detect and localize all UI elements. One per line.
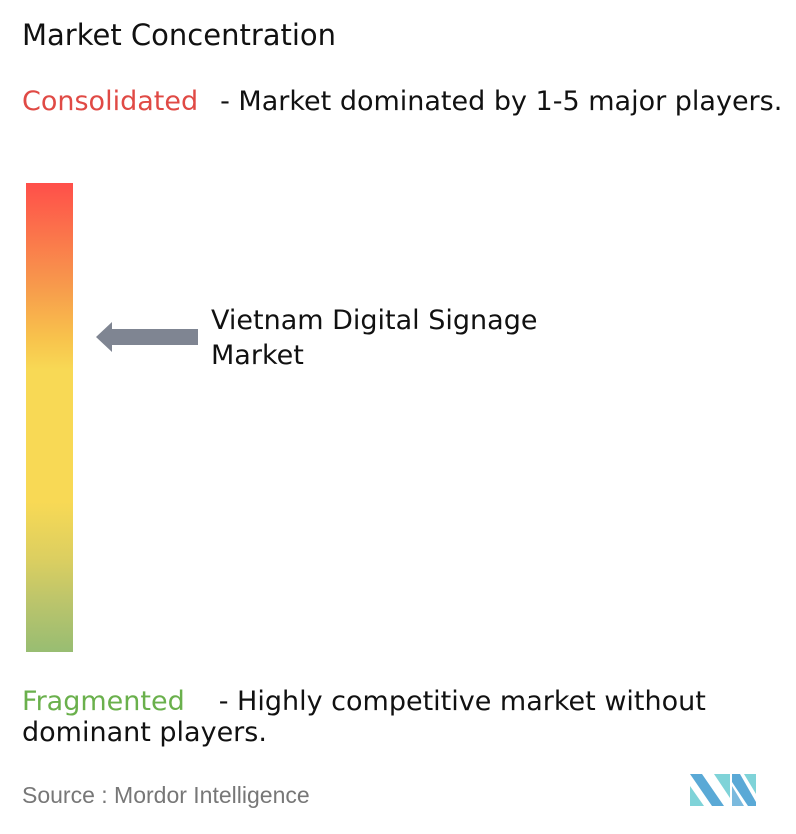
consolidated-text: - Market dominated by 1-5 major players.	[220, 86, 783, 117]
mordor-intelligence-logo	[690, 774, 756, 806]
page-title: Market Concentration	[22, 18, 337, 52]
consolidated-description: Consolidated - Market dominated by 1-5 ma…	[22, 86, 792, 117]
concentration-gradient-bar	[26, 183, 73, 652]
consolidated-label: Consolidated	[22, 86, 199, 117]
fragmented-label: Fragmented	[22, 686, 185, 717]
fragmented-text: - Highly competitive market without domi…	[22, 686, 706, 748]
arrow-left-icon	[96, 322, 198, 352]
market-label: Vietnam Digital Signage Market	[211, 305, 538, 371]
fragmented-description: Fragmented - Highly competitive market wi…	[22, 686, 792, 748]
source-text: Source : Mordor Intelligence	[22, 782, 310, 808]
